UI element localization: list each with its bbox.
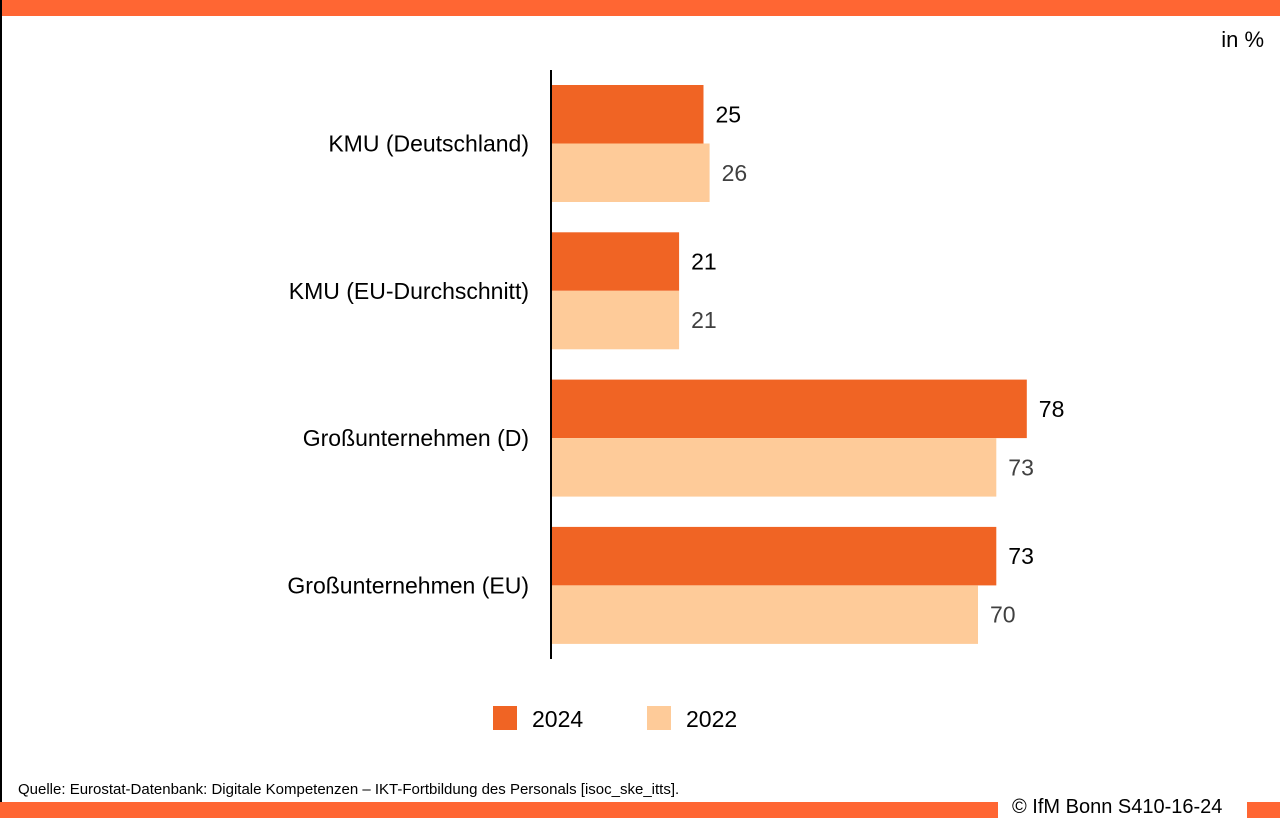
data-label-2022: 21 (691, 307, 717, 333)
data-label-2022: 26 (722, 160, 748, 186)
data-label-2024: 78 (1039, 396, 1065, 422)
data-label-2024: 73 (1008, 543, 1034, 569)
bar-2024 (551, 85, 704, 144)
category-label: Großunternehmen (EU) (287, 572, 529, 598)
bar-2024 (551, 526, 997, 586)
data-label-2024: 25 (716, 101, 742, 127)
bar-2022 (551, 143, 710, 202)
bar-2024 (551, 232, 680, 291)
legend-swatch-2024 (493, 706, 517, 730)
category-label: KMU (Deutschland) (328, 131, 529, 157)
legend-label-2022: 2022 (686, 706, 737, 732)
top-accent-bar (0, 0, 1280, 16)
copyright-note: © IfM Bonn S410-16-24 (1012, 796, 1223, 818)
bar-2022 (551, 438, 997, 497)
left-border (0, 0, 2, 818)
bar-2022 (551, 290, 680, 350)
category-label: Großunternehmen (D) (303, 425, 529, 451)
bar-2022 (551, 585, 978, 644)
source-note: Quelle: Eurostat-Datenbank: Digitale Kom… (18, 781, 680, 798)
bar-2024 (551, 379, 1027, 439)
category-label: KMU (EU-Durchschnitt) (289, 278, 529, 304)
data-label-2024: 21 (691, 249, 717, 275)
bottom-accent-bar-left (0, 802, 998, 818)
data-label-2022: 73 (1008, 454, 1034, 480)
unit-label: in % (1221, 27, 1264, 52)
legend-label-2024: 2024 (532, 706, 583, 732)
bottom-accent-bar-right (1247, 802, 1280, 818)
legend-swatch-2022 (647, 706, 671, 730)
data-label-2022: 70 (990, 602, 1016, 628)
